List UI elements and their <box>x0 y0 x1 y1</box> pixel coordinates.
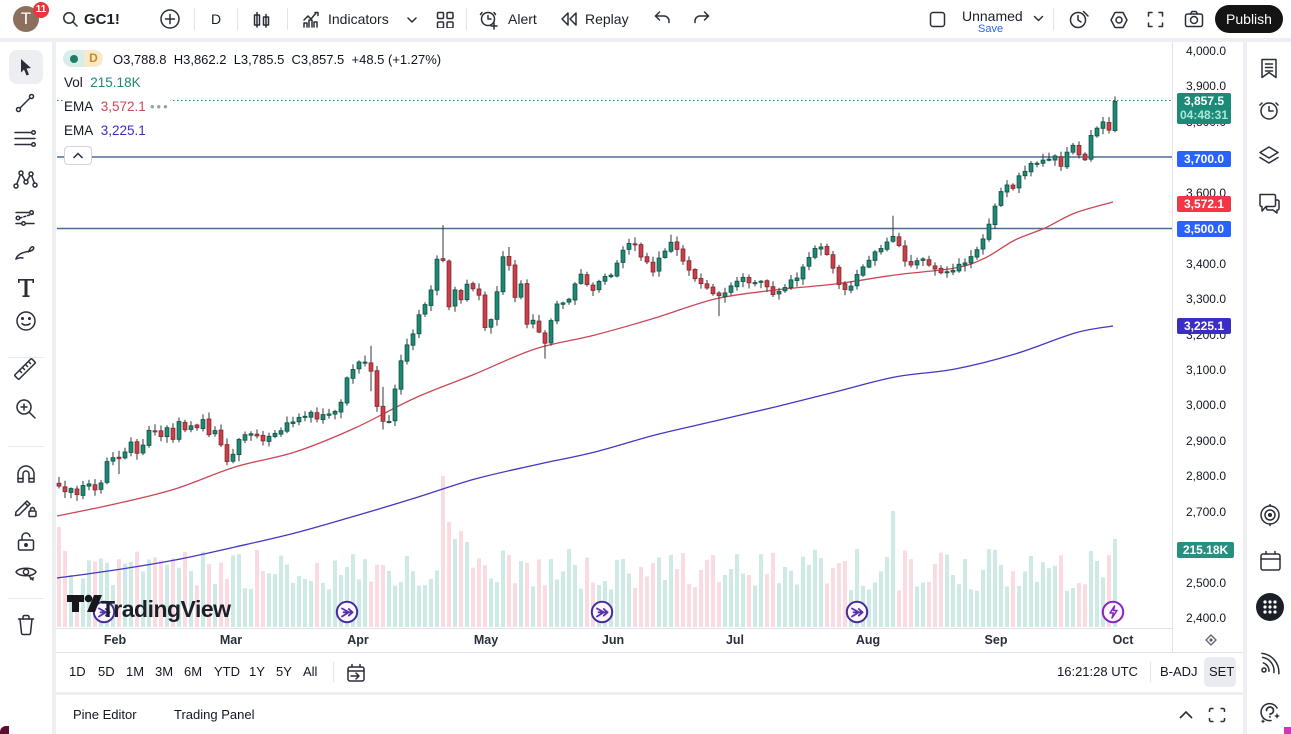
svg-text:TradingView: TradingView <box>101 596 231 622</box>
